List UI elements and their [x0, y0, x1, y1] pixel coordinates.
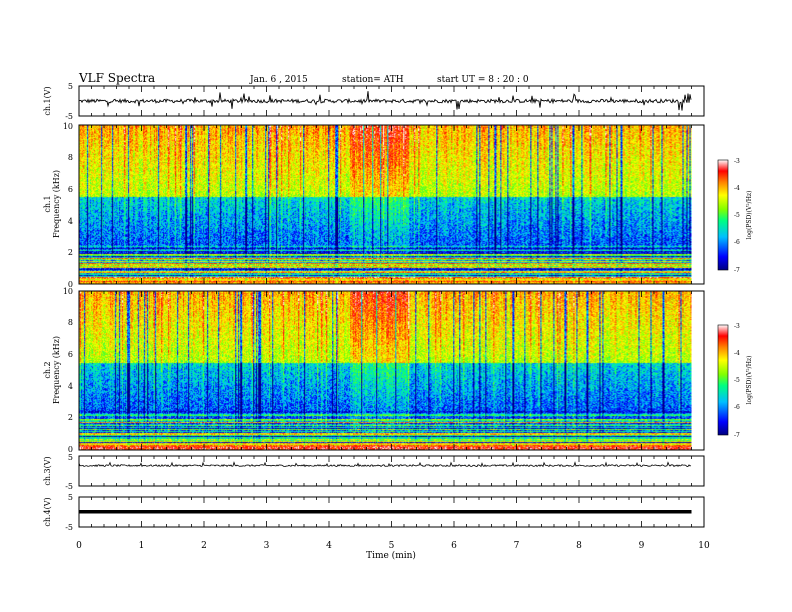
- x-axis-label: Time (min): [366, 550, 416, 561]
- ch1-ytick-2: 2: [68, 248, 73, 257]
- x-tick-label-6: 6: [451, 541, 457, 551]
- ch4-waveform-panel: 5 -5 ch.4(V): [43, 493, 705, 532]
- x-tick-label-3: 3: [264, 541, 270, 551]
- ch2-ytick-6: 6: [68, 350, 73, 359]
- ch1-spectrogram-image: [79, 125, 692, 284]
- ch1-ylabel: ch.1(V): [43, 86, 52, 115]
- x-tick-label-2: 2: [201, 541, 207, 551]
- station-label: station= ATH: [342, 75, 404, 85]
- ch2-ytick-4: 4: [68, 382, 73, 391]
- x-tick-label-0: 0: [76, 541, 82, 551]
- ch1-ytick-top: 5: [68, 82, 73, 91]
- figure-title: VLF Spectra: [78, 71, 155, 85]
- ch2-freq-ticks: 0 2 4 6 8 10: [63, 287, 73, 454]
- ch2-spectrogram-panel: 0 2 4 6 8 10 ch.2 Frequency (kHz) -3 -4 …: [43, 287, 753, 454]
- ch2-cb-tick-m5: -5: [734, 377, 740, 384]
- ch2-ytick-0: 0: [68, 445, 73, 454]
- x-tick-label-1: 1: [139, 541, 145, 551]
- ch3-ytick-bottom: -5: [65, 482, 73, 491]
- ch1-cb-tick-m4: -4: [734, 185, 740, 192]
- ch1-ytick-0: 0: [68, 280, 73, 289]
- ch1-freq-ticks: 0 2 4 6 8 10: [63, 122, 73, 289]
- ch1-channel-label: ch.1: [43, 195, 52, 212]
- ch2-colorbar: [717, 324, 729, 436]
- ch3-ytick-top: 5: [68, 453, 73, 462]
- ch1-ytick-8: 8: [68, 153, 73, 162]
- ch2-ytick-2: 2: [68, 413, 73, 422]
- date-label: Jan. 6 , 2015: [249, 75, 308, 85]
- ch3-waveform-panel: 5 -5 ch.3(V): [43, 453, 705, 491]
- ch2-ytick-10: 10: [63, 287, 73, 296]
- ch3-ylabel: ch.3(V): [43, 456, 52, 485]
- ch1-cb-tick-m7: -7: [734, 267, 740, 274]
- ch2-freq-axis-label: Frequency (kHz): [52, 336, 61, 404]
- ch1-ytick-6: 6: [68, 185, 73, 194]
- ch4-waveform-trace: [79, 510, 692, 514]
- ch1-ytick-bottom: -5: [65, 112, 73, 121]
- x-tick-label-9: 9: [639, 541, 645, 551]
- x-tick-label-8: 8: [576, 541, 582, 551]
- x-tick-labels: 0 1 2 3 4 5 6 7 8 9 10: [76, 541, 710, 551]
- ch1-ytick-10: 10: [63, 122, 73, 131]
- x-tick-label-4: 4: [326, 541, 332, 551]
- ch2-cb-tick-m4: -4: [734, 350, 740, 357]
- ch1-freq-axis-label: Frequency (kHz): [52, 170, 61, 238]
- ch4-ytick-top: 5: [68, 493, 73, 502]
- ch1-colorbar: [717, 159, 729, 271]
- ch1-waveform-panel: 5 -5 ch.1(V): [43, 82, 705, 121]
- ch4-ytick-bottom: -5: [65, 523, 73, 532]
- ch2-ytick-8: 8: [68, 318, 73, 327]
- ch2-cb-tick-m3: -3: [734, 323, 740, 330]
- ch2-cb-tick-m7: -7: [734, 432, 740, 439]
- ch1-cb-tick-m5: -5: [734, 212, 740, 219]
- ch1-colorbar-label: log(PSD)(V²/Hz): [746, 191, 753, 240]
- ch2-cb-tick-m6: -6: [734, 404, 740, 411]
- x-tick-label-7: 7: [514, 541, 520, 551]
- x-tick-marks: [78, 86, 705, 527]
- ch1-waveform-trace: [78, 91, 692, 111]
- ch1-spectrogram-panel: 0 2 4 6 8 10 ch.1 Frequency (kHz) -3 -4 …: [43, 122, 753, 289]
- ch2-colorbar-label: log(PSD)(V²/Hz): [746, 356, 753, 405]
- x-tick-label-10: 10: [698, 541, 710, 551]
- ch3-waveform-trace: [78, 461, 692, 468]
- ch2-spectrogram-image: [79, 291, 692, 450]
- x-tick-label-5: 5: [389, 541, 395, 551]
- ch1-cb-tick-m6: -6: [734, 239, 740, 246]
- ch4-ylabel: ch.4(V): [43, 497, 52, 526]
- ch1-cb-tick-m3: -3: [734, 158, 740, 165]
- start-time-label: start UT = 8 : 20 : 0: [437, 75, 529, 85]
- ch1-ytick-4: 4: [68, 217, 73, 226]
- ch2-channel-label: ch.2: [43, 361, 52, 378]
